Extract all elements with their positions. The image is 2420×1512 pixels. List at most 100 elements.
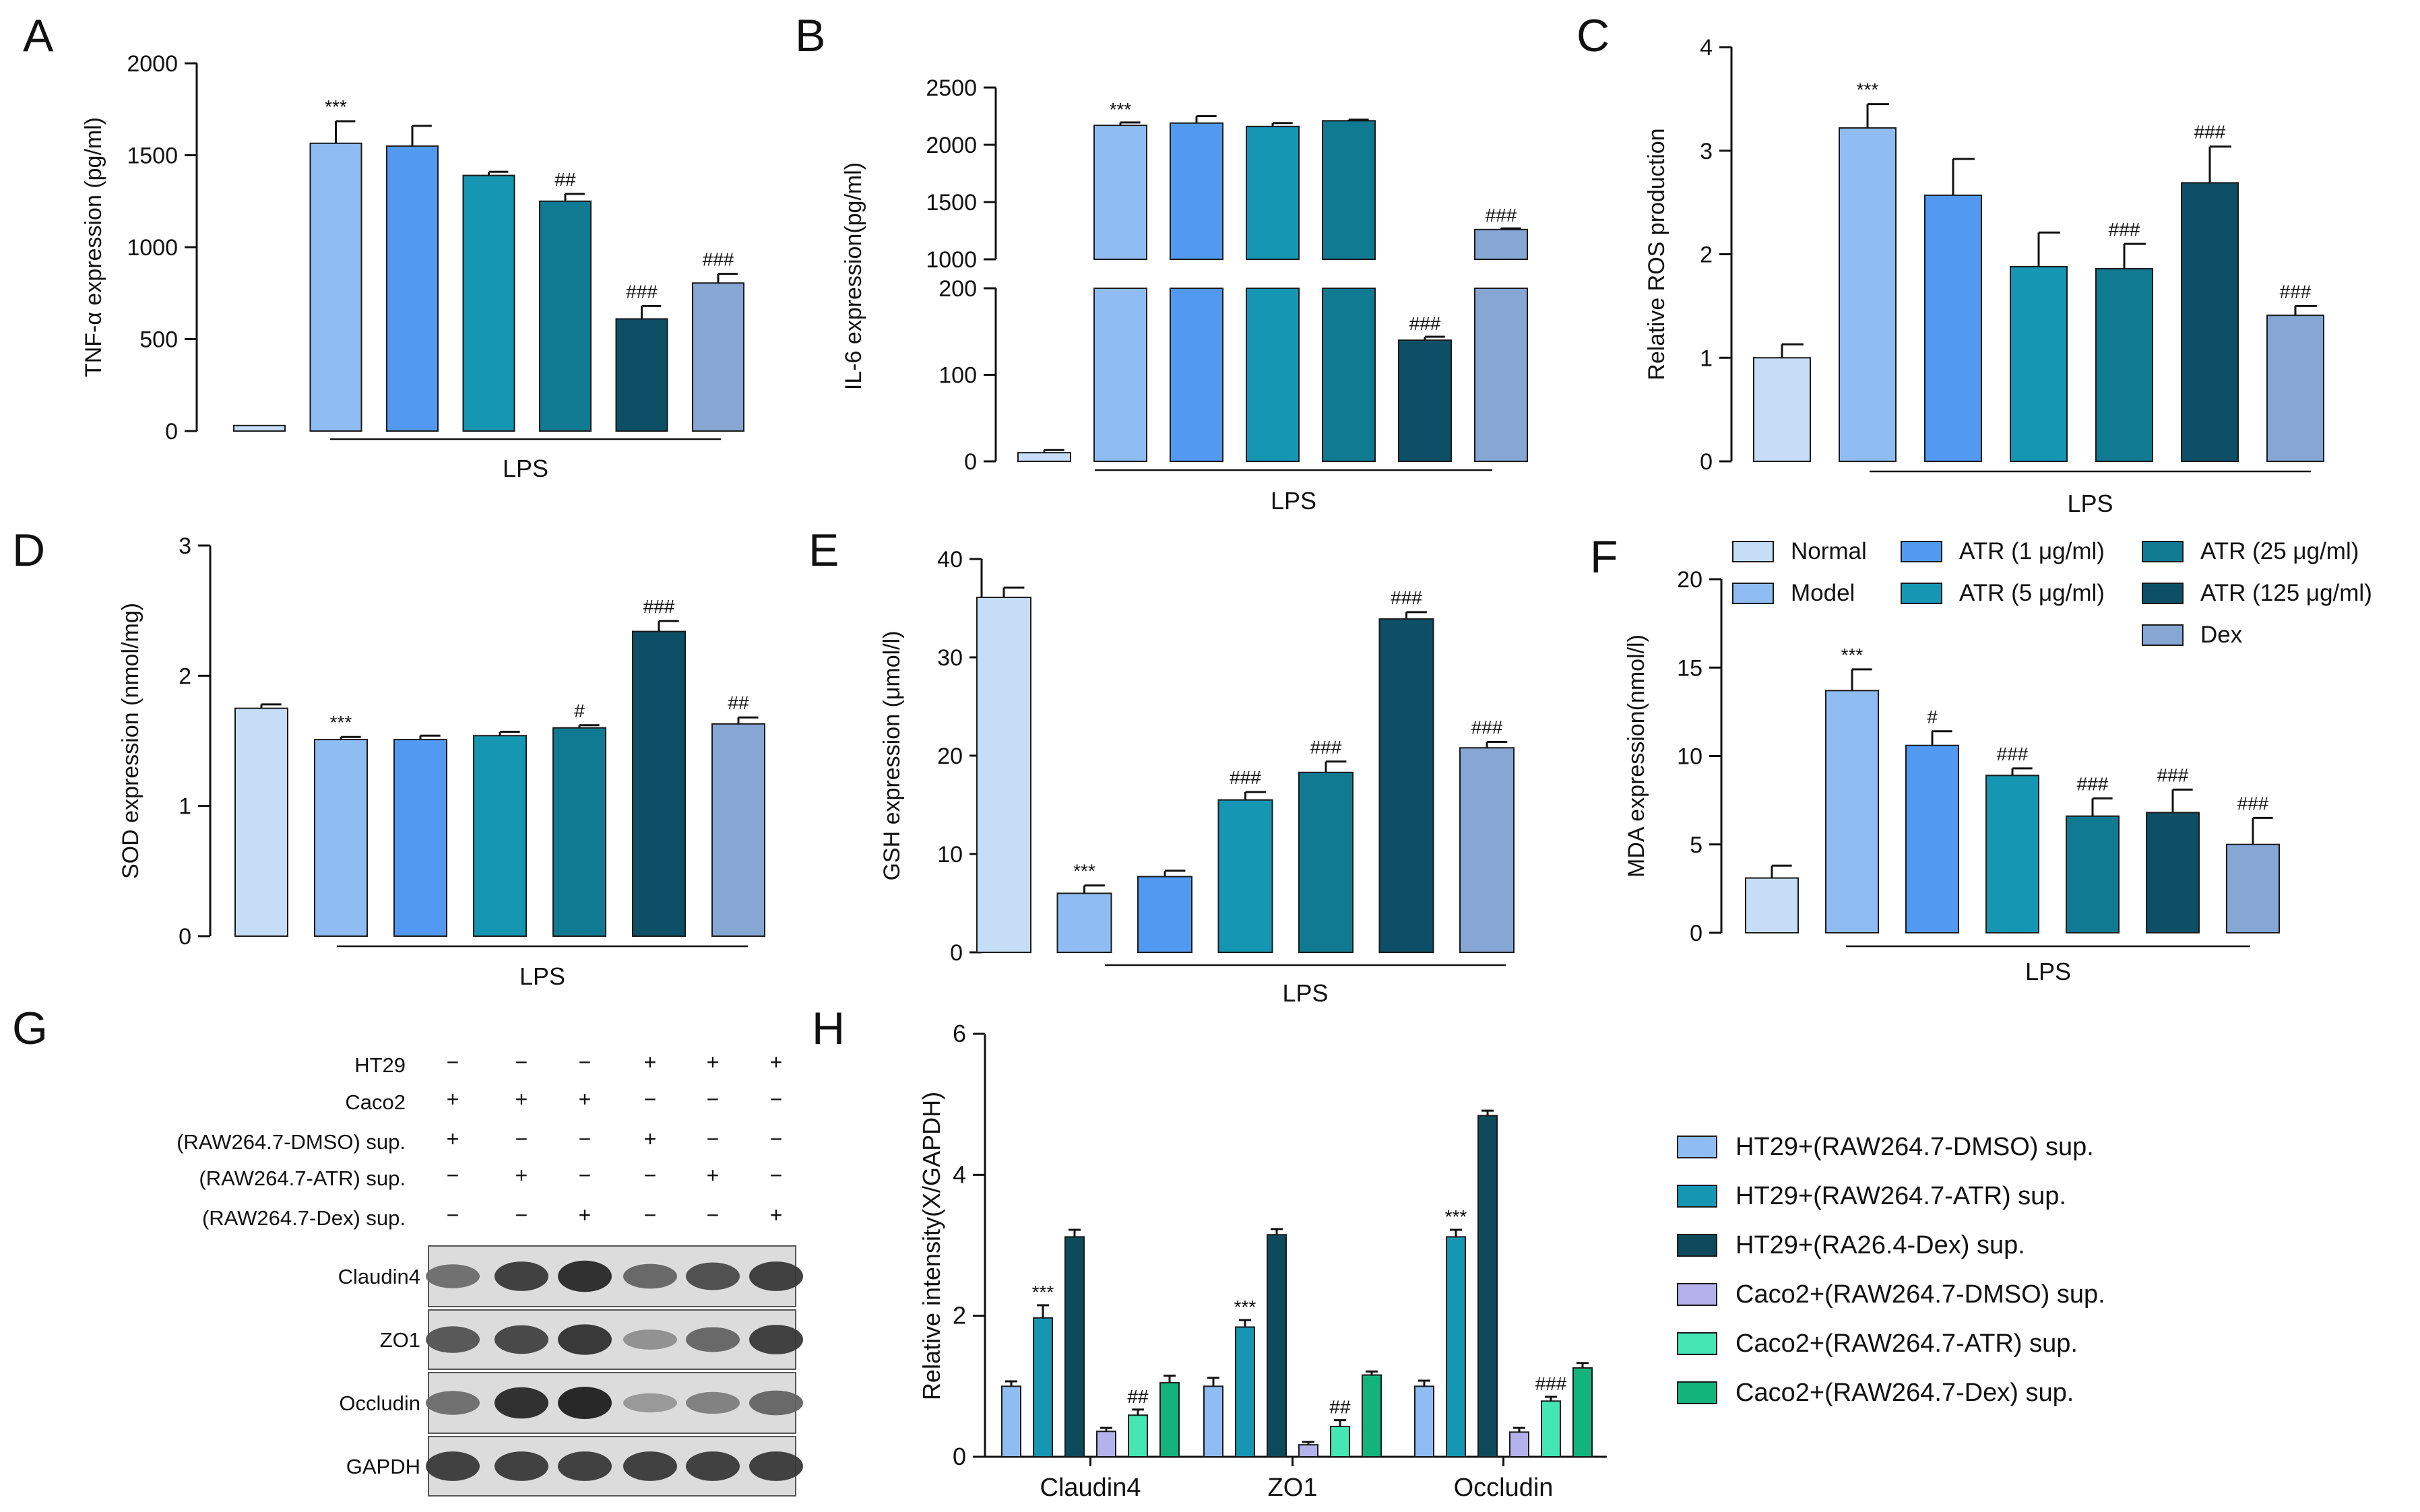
bar-atr-5-g-ml--lower	[1246, 288, 1300, 462]
condition-label: HT29	[354, 1053, 406, 1077]
blot-band	[495, 1325, 548, 1354]
blot-membrane	[428, 1245, 796, 1307]
y-tick-label: 2	[1700, 242, 1713, 268]
blot-row-gapdh: GAPDH	[346, 1436, 803, 1497]
blot-band	[426, 1391, 480, 1415]
y-tick-label: 0	[950, 940, 963, 966]
y-tick-label: 30	[937, 645, 963, 671]
legend-label: ATR (5 μg/ml)	[1959, 580, 2105, 606]
bar-atr-1-g-ml--upper	[1170, 122, 1223, 260]
bar-claudin4-series-5	[1128, 1414, 1148, 1457]
condition-mark: −	[579, 1050, 592, 1074]
blot-label: GAPDH	[346, 1455, 420, 1478]
bar-claudin4-series-3	[1064, 1236, 1085, 1457]
condition-label: (RAW264.7-Dex) sup.	[202, 1206, 406, 1230]
y-tick-label: 0	[165, 419, 178, 445]
bar-atr-25-g-ml--lower	[1322, 288, 1376, 462]
y-tick-label: 40	[937, 547, 963, 572]
condition-mark: −	[579, 1163, 592, 1187]
blot-band	[623, 1451, 677, 1481]
legend-label: Dex	[2200, 622, 2243, 648]
panel-letter: D	[12, 525, 45, 576]
blot-band	[686, 1451, 740, 1481]
y-axis-label: TNF-α expression (pg/ml)	[81, 117, 106, 377]
bar-model-lower	[1093, 288, 1147, 462]
condition-mark: −	[644, 1163, 657, 1187]
blot-row-claudin4: Claudin4	[338, 1245, 803, 1307]
condition-mark: −	[707, 1203, 720, 1227]
significance-mark: #	[1927, 706, 1938, 727]
significance-mark: ***	[1032, 1282, 1054, 1303]
condition-mark: +	[447, 1127, 459, 1151]
bar-atr-5-g-ml-	[462, 174, 515, 432]
y-tick-label: 2000	[127, 51, 178, 77]
significance-mark: ##	[1329, 1397, 1351, 1418]
bar-atr-5-g-ml-	[1217, 799, 1273, 953]
condition-mark: +	[579, 1203, 592, 1227]
bar-atr-25-g-ml-	[2066, 815, 2120, 933]
bar-atr-5-g-ml-	[2010, 265, 2068, 462]
bar-atr-125-g-ml-	[615, 318, 668, 432]
condition-mark: −	[447, 1050, 459, 1074]
bar-model	[309, 142, 362, 432]
legend-swatch	[1732, 583, 1774, 604]
y-tick-label: 2	[953, 1302, 966, 1329]
panel-letter: H	[812, 1003, 845, 1054]
legend-label: Caco2+(RAW264.7-DMSO) sup.	[1736, 1280, 2105, 1309]
blot-band	[686, 1391, 740, 1414]
significance-mark: ***	[1234, 1296, 1256, 1317]
bar-dex	[2266, 315, 2324, 462]
condition-mark: −	[515, 1050, 528, 1074]
bar-normal	[1017, 452, 1071, 463]
blot-band	[749, 1390, 803, 1416]
lps-group-label: LPS	[1271, 487, 1316, 515]
bar-zo1-series-6	[1362, 1374, 1382, 1457]
bar-atr-5-g-ml-	[473, 735, 527, 938]
panel-letter: F	[1590, 531, 1618, 583]
bar-atr-1-g-ml-	[393, 739, 447, 937]
blot-row-occludin: Occludin	[339, 1372, 803, 1434]
legend-label: HT29+(RAW264.7-ATR) sup.	[1736, 1182, 2066, 1210]
bar-atr-25-g-ml-	[539, 200, 592, 432]
bar-dex	[692, 282, 744, 432]
bar-atr-1-g-ml-	[1924, 194, 1982, 462]
legend-label: Caco2+(RAW264.7-Dex) sup.	[1736, 1379, 2074, 1407]
y-axis-label: SOD expression (nmol/mg)	[118, 603, 144, 879]
blot-band	[749, 1261, 803, 1291]
blot-band	[686, 1327, 740, 1352]
bar-atr-5-g-ml-	[1985, 775, 2039, 933]
blot-band	[426, 1451, 480, 1481]
legend-swatch	[1732, 541, 1774, 562]
significance-mark: ###	[626, 281, 658, 302]
blot-membrane	[428, 1436, 796, 1497]
significance-mark: ###	[1486, 205, 1517, 226]
condition-mark: +	[515, 1087, 528, 1111]
bar-atr-5-g-ml--upper	[1246, 125, 1300, 260]
blot-band	[686, 1262, 740, 1290]
blot-band	[495, 1387, 548, 1419]
significance-mark: ###	[1310, 737, 1342, 758]
bar-claudin4-series-1	[1001, 1385, 1021, 1457]
y-axis-label: GSH expression (μmol/l)	[879, 630, 905, 880]
condition-mark: +	[707, 1050, 720, 1074]
bar-normal	[976, 596, 1031, 953]
y-tick-label: 0	[1700, 449, 1713, 475]
bar-atr-1-g-ml-	[386, 145, 439, 432]
bar-occludin-series-2	[1446, 1236, 1466, 1457]
blot-band	[558, 1260, 612, 1292]
significance-mark: ###	[643, 596, 675, 617]
bar-zo1-series-1	[1203, 1385, 1223, 1457]
y-tick-label: 0	[964, 449, 977, 475]
significance-mark: ###	[2194, 122, 2226, 143]
legend-label: Normal	[1791, 538, 1867, 564]
blot-band	[749, 1451, 803, 1481]
blot-band	[558, 1324, 612, 1355]
significance-mark: ###	[1471, 717, 1503, 738]
y-tick-label: 20	[1677, 567, 1702, 593]
panel-letter: B	[795, 10, 825, 61]
bar-atr-1-g-ml-	[1905, 744, 1959, 933]
panel-letter: G	[12, 1003, 48, 1054]
